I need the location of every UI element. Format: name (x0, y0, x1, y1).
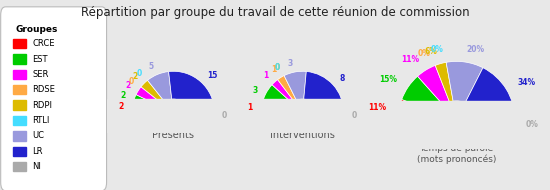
Text: 1: 1 (271, 65, 276, 74)
Wedge shape (261, 105, 289, 112)
FancyBboxPatch shape (1, 7, 107, 190)
Text: 0: 0 (136, 69, 142, 78)
Text: 15%: 15% (379, 75, 398, 84)
Circle shape (289, 99, 316, 126)
Wedge shape (136, 87, 163, 107)
Wedge shape (417, 65, 450, 106)
Text: 3: 3 (252, 86, 257, 95)
Text: Interventions: Interventions (270, 130, 335, 140)
FancyBboxPatch shape (13, 85, 26, 94)
Text: 0: 0 (222, 111, 227, 120)
Text: EST: EST (32, 55, 48, 63)
Wedge shape (435, 62, 453, 102)
Wedge shape (284, 71, 306, 101)
FancyBboxPatch shape (13, 131, 26, 141)
Text: Groupes: Groupes (15, 25, 58, 34)
Wedge shape (278, 76, 296, 102)
Wedge shape (398, 99, 439, 120)
Text: 0: 0 (275, 63, 280, 72)
Circle shape (438, 101, 475, 139)
Wedge shape (272, 80, 295, 104)
Text: LR: LR (32, 147, 43, 156)
FancyBboxPatch shape (13, 54, 26, 64)
Text: Présents: Présents (152, 130, 194, 140)
Text: 2: 2 (118, 102, 123, 111)
Wedge shape (133, 95, 161, 110)
Text: RTLI: RTLI (32, 116, 50, 125)
Text: RDPI: RDPI (32, 101, 52, 110)
Text: 2: 2 (133, 72, 138, 82)
FancyBboxPatch shape (13, 147, 26, 156)
Text: Répartition par groupe du travail de cette réunion de commission: Répartition par groupe du travail de cet… (81, 6, 469, 19)
Wedge shape (169, 71, 214, 112)
Text: NI: NI (32, 162, 41, 171)
Text: 0%: 0% (525, 120, 538, 129)
FancyBboxPatch shape (13, 116, 26, 125)
Text: 11%: 11% (401, 55, 419, 64)
Text: 0%: 0% (417, 49, 431, 58)
Wedge shape (262, 85, 293, 110)
Text: 5: 5 (149, 62, 154, 70)
FancyBboxPatch shape (13, 162, 26, 171)
Text: 0%: 0% (431, 45, 444, 54)
Bar (107, 99, 239, 142)
Text: 2: 2 (120, 91, 126, 100)
Text: 6%: 6% (424, 47, 437, 56)
Wedge shape (402, 76, 444, 113)
Wedge shape (141, 80, 165, 104)
FancyBboxPatch shape (13, 70, 26, 79)
Wedge shape (304, 71, 344, 112)
Wedge shape (147, 72, 172, 102)
Bar (363, 101, 550, 162)
Circle shape (160, 99, 186, 126)
Text: 2: 2 (125, 81, 131, 90)
Text: Temps de parole
(mots prononcés): Temps de parole (mots prononcés) (417, 144, 496, 164)
Text: 0: 0 (351, 111, 356, 120)
Wedge shape (465, 68, 515, 120)
FancyBboxPatch shape (13, 39, 26, 48)
Text: 11%: 11% (368, 103, 386, 112)
Text: 3: 3 (288, 59, 293, 68)
Text: 15: 15 (207, 70, 217, 79)
Text: 8: 8 (340, 74, 345, 83)
Bar (236, 99, 368, 142)
Text: CRCE: CRCE (32, 39, 55, 48)
Text: UC: UC (32, 131, 45, 140)
Text: 0: 0 (275, 63, 280, 72)
Wedge shape (132, 103, 161, 112)
Text: 1: 1 (247, 103, 252, 112)
Text: 1: 1 (263, 71, 268, 80)
Text: 0: 0 (129, 77, 134, 86)
Wedge shape (446, 61, 483, 103)
Text: SER: SER (32, 70, 49, 79)
FancyBboxPatch shape (13, 101, 26, 110)
Text: RDSE: RDSE (32, 85, 56, 94)
Text: 34%: 34% (517, 78, 535, 87)
Text: 20%: 20% (467, 45, 485, 54)
